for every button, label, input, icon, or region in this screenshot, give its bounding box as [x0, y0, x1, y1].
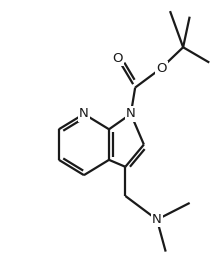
Text: O: O: [112, 52, 123, 65]
Text: O: O: [156, 62, 167, 75]
Text: N: N: [152, 213, 162, 226]
Text: N: N: [79, 108, 89, 120]
Text: N: N: [126, 108, 136, 120]
